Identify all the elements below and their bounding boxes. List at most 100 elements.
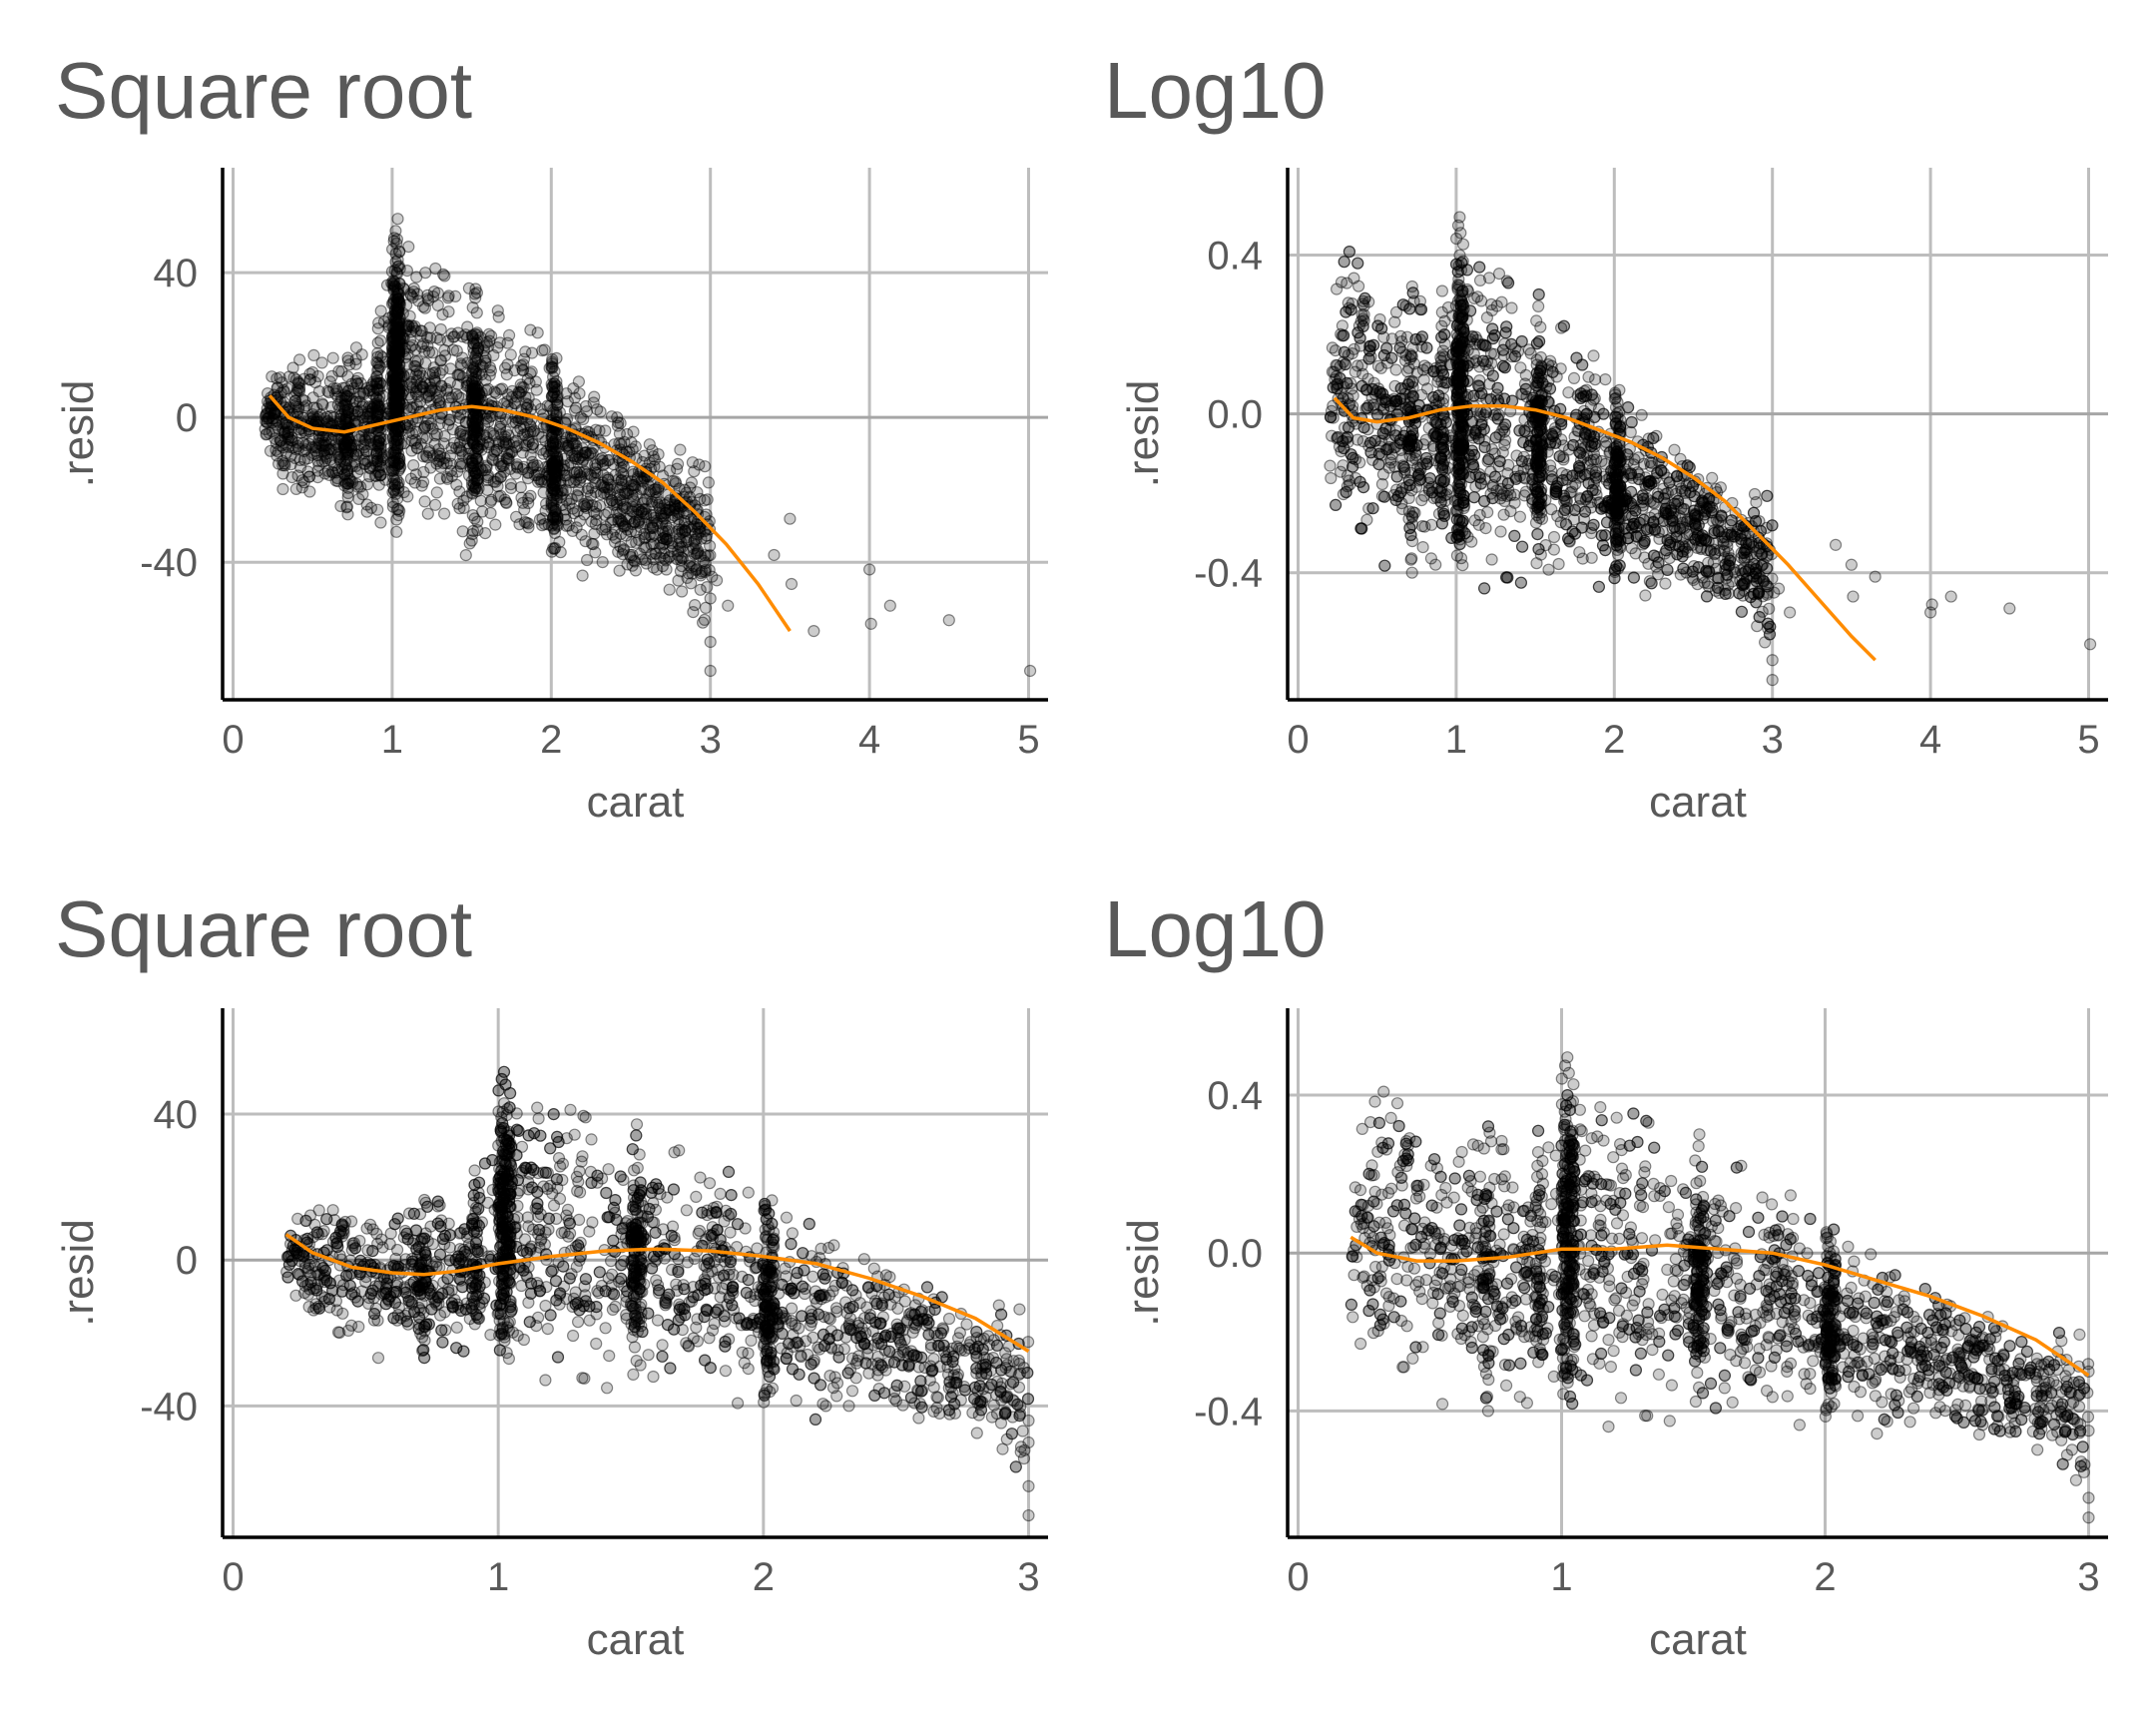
data-point xyxy=(468,288,481,300)
data-point xyxy=(1493,455,1506,468)
data-point xyxy=(1595,454,1608,468)
data-point xyxy=(341,463,354,476)
data-point xyxy=(489,518,502,531)
data-point xyxy=(635,474,649,487)
data-point xyxy=(343,392,356,405)
data-point xyxy=(408,476,421,489)
data-point xyxy=(404,288,417,300)
data-point xyxy=(674,443,687,456)
data-point xyxy=(394,366,407,379)
data-point xyxy=(647,450,660,463)
data-point xyxy=(451,326,464,339)
data-point xyxy=(682,543,696,556)
data-point xyxy=(1404,528,1417,542)
data-point xyxy=(1456,559,1469,572)
data-point xyxy=(340,398,353,411)
data-point xyxy=(487,348,500,362)
data-point xyxy=(501,336,514,349)
data-point xyxy=(571,453,585,466)
data-point xyxy=(388,390,401,403)
data-point xyxy=(688,535,701,548)
data-point xyxy=(1515,334,1528,348)
data-point xyxy=(691,522,705,535)
data-point xyxy=(436,363,449,376)
data-point xyxy=(551,398,564,411)
data-point xyxy=(278,427,291,440)
data-point xyxy=(1435,285,1449,297)
data-point xyxy=(576,569,589,582)
data-point xyxy=(702,476,716,489)
y-tick-label: -40 xyxy=(140,541,198,585)
data-point xyxy=(338,438,351,451)
data-point xyxy=(547,377,561,390)
data-point xyxy=(521,398,535,411)
data-point xyxy=(1453,211,1466,224)
data-point xyxy=(306,432,319,446)
data-point xyxy=(588,527,601,540)
data-point xyxy=(636,553,649,566)
x-axis-title: carat xyxy=(587,778,685,827)
data-point xyxy=(536,344,549,357)
data-point xyxy=(474,330,487,343)
data-point xyxy=(403,333,417,346)
data-point xyxy=(386,390,399,403)
data-point xyxy=(1360,401,1374,414)
data-point xyxy=(1415,494,1428,507)
data-point xyxy=(1326,341,1340,354)
data-point xyxy=(440,471,453,484)
data-point xyxy=(388,357,401,370)
data-point xyxy=(1390,470,1403,483)
data-point xyxy=(1496,359,1510,372)
data-point xyxy=(550,406,563,419)
data-point xyxy=(1599,373,1612,386)
data-point xyxy=(387,455,400,468)
data-point xyxy=(264,406,276,419)
data-point xyxy=(942,614,955,627)
data-point xyxy=(808,625,820,638)
data-point xyxy=(1566,438,1580,452)
data-point xyxy=(297,444,310,458)
data-point xyxy=(307,447,321,460)
data-point xyxy=(377,433,390,446)
data-point xyxy=(517,358,530,371)
data-point xyxy=(1384,456,1397,469)
data-point xyxy=(454,425,467,438)
data-point xyxy=(386,375,399,388)
data-point xyxy=(1514,361,1527,374)
data-point xyxy=(386,346,399,359)
data-point xyxy=(567,507,581,520)
data-point xyxy=(422,413,435,426)
data-point xyxy=(518,439,532,452)
data-point xyxy=(675,585,689,598)
data-point xyxy=(388,357,401,370)
data-point xyxy=(528,469,542,482)
data-point xyxy=(1753,610,1766,624)
data-point xyxy=(340,501,353,514)
data-point xyxy=(1351,280,1365,292)
data-point xyxy=(662,551,676,564)
data-point xyxy=(672,574,685,587)
data-point xyxy=(1330,283,1344,295)
data-point xyxy=(1473,274,1487,287)
data-point xyxy=(311,471,324,484)
data-point xyxy=(387,293,400,306)
data-point xyxy=(421,507,434,520)
data-point xyxy=(389,225,402,238)
data-point xyxy=(553,535,566,549)
data-point xyxy=(537,447,550,460)
data-point xyxy=(548,473,562,486)
data-point xyxy=(389,421,402,434)
data-point xyxy=(347,402,360,415)
data-point xyxy=(427,290,440,303)
data-point xyxy=(267,412,279,425)
data-point xyxy=(491,304,504,317)
data-point xyxy=(349,357,362,370)
data-point xyxy=(696,616,710,629)
data-point xyxy=(1494,525,1507,538)
data-point xyxy=(1340,485,1352,499)
data-point xyxy=(295,481,308,494)
data-point xyxy=(388,355,401,368)
x-tick-label: 1 xyxy=(381,718,403,762)
